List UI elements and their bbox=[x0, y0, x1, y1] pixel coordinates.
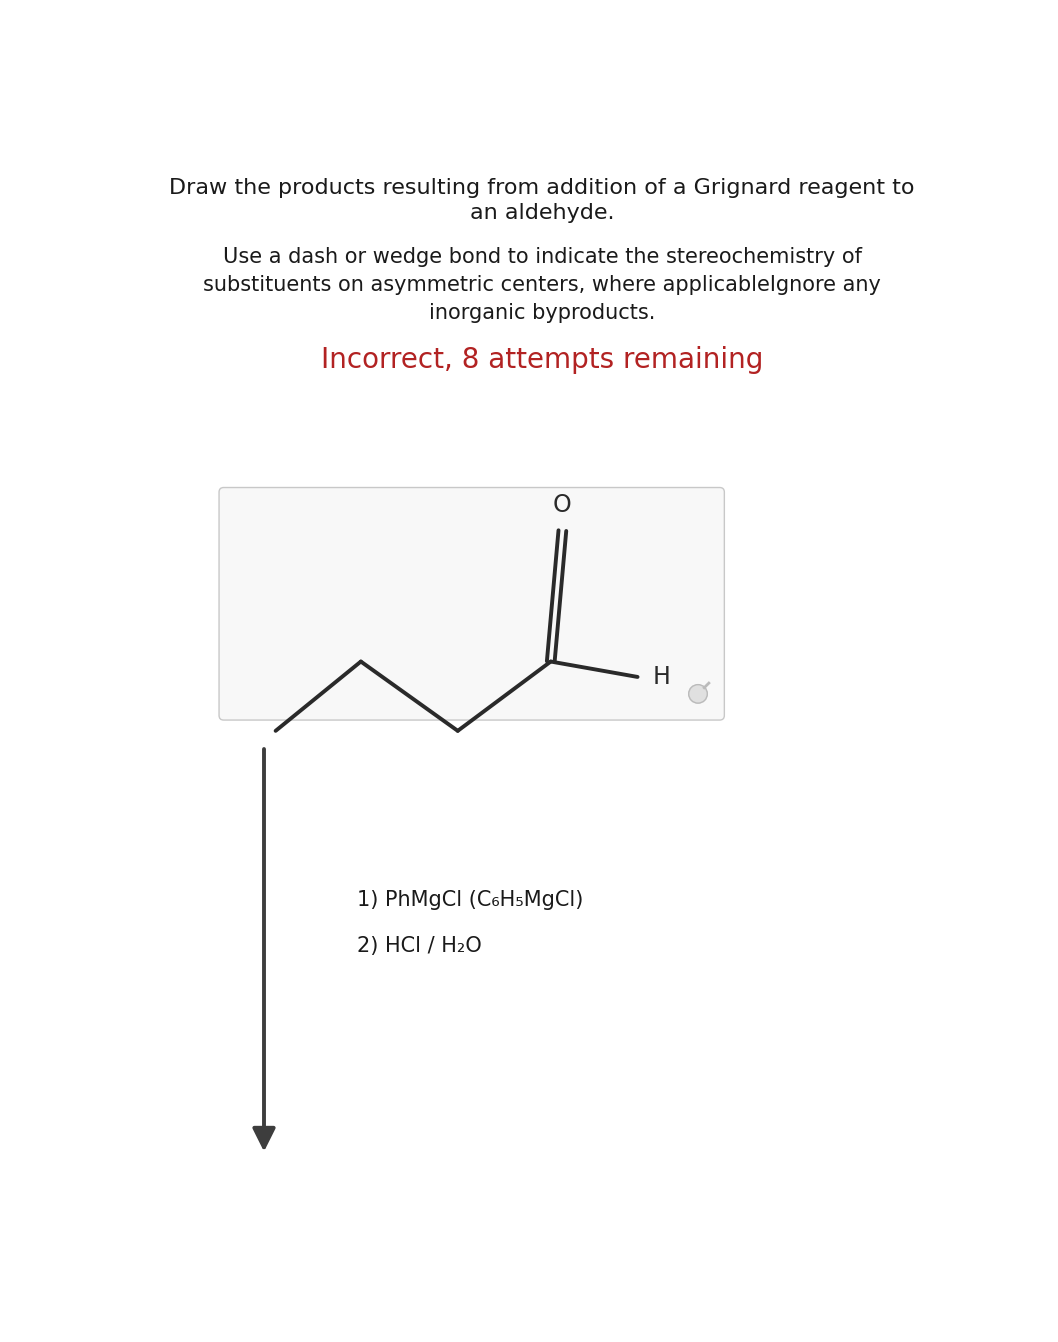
Text: Draw the products resulting from addition of a Grignard reagent to: Draw the products resulting from additio… bbox=[169, 178, 915, 199]
Text: 2) HCl / H₂O: 2) HCl / H₂O bbox=[357, 937, 481, 957]
Text: substituents on asymmetric centers, where applicableIgnore any: substituents on asymmetric centers, wher… bbox=[203, 275, 881, 295]
Text: an aldehyde.: an aldehyde. bbox=[470, 204, 615, 223]
Text: H: H bbox=[653, 664, 671, 688]
Text: Use a dash or wedge bond to indicate the stereochemistry of: Use a dash or wedge bond to indicate the… bbox=[223, 247, 861, 267]
Text: inorganic byproducts.: inorganic byproducts. bbox=[430, 303, 655, 322]
Text: Incorrect, 8 attempts remaining: Incorrect, 8 attempts remaining bbox=[321, 346, 764, 374]
FancyBboxPatch shape bbox=[219, 487, 725, 721]
Text: O: O bbox=[553, 494, 571, 517]
Text: 1) PhMgCl (C₆H₅MgCl): 1) PhMgCl (C₆H₅MgCl) bbox=[357, 890, 583, 910]
Circle shape bbox=[689, 684, 708, 703]
